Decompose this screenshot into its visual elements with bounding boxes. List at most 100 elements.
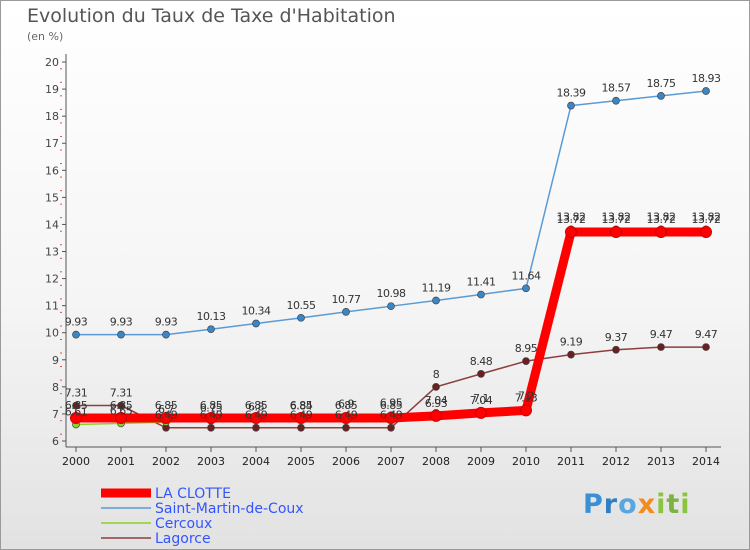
data-label: 9.93 <box>110 316 133 329</box>
data-point <box>430 409 442 422</box>
data-point <box>610 226 622 239</box>
data-point <box>250 411 262 424</box>
data-point <box>117 401 125 410</box>
x-tick-label: 2014 <box>692 455 720 468</box>
data-label: 13.82 <box>557 210 586 223</box>
logo-letter: t <box>666 489 681 520</box>
data-label: 6.7 <box>158 403 174 416</box>
logo-letter: P <box>583 489 604 520</box>
data-point <box>385 411 397 424</box>
data-point <box>72 401 80 410</box>
data-label: 6.85 <box>335 399 358 412</box>
data-label: 9.37 <box>605 331 628 344</box>
y-tick-label: 18 <box>45 110 59 123</box>
data-point <box>252 319 260 328</box>
x-tick-label: 2001 <box>107 455 135 468</box>
data-point <box>207 325 215 334</box>
data-label: 6.8 <box>248 400 264 413</box>
data-label: 6.65 <box>110 404 133 417</box>
legend-label: Lagorce <box>155 531 211 547</box>
data-label: 6.9 <box>338 398 354 411</box>
y-tick-label: 10 <box>45 327 59 340</box>
data-point <box>115 411 127 424</box>
data-label: 9.93 <box>155 316 178 329</box>
data-label: 6.49 <box>335 409 358 422</box>
data-point <box>657 343 665 351</box>
chart-subtitle: (en %) <box>27 30 64 43</box>
y-tick-label: 12 <box>45 273 59 286</box>
legend-label: Saint-Martin-de-Coux <box>155 501 304 517</box>
x-tick-label: 2003 <box>197 455 225 468</box>
data-label: 10.77 <box>332 293 361 306</box>
data-label: 7.1 <box>473 392 489 405</box>
data-point <box>475 406 487 419</box>
data-label: 8 <box>433 368 440 381</box>
data-label: 13.82 <box>692 210 721 223</box>
y-tick-label: 15 <box>45 191 59 204</box>
data-label: 8.48 <box>470 355 493 368</box>
data-point <box>387 302 395 311</box>
x-tick-label: 2000 <box>62 455 90 468</box>
data-label: 11.41 <box>467 276 496 289</box>
data-label: 10.55 <box>287 299 316 312</box>
y-tick-label: 17 <box>45 137 59 150</box>
y-tick-label: 13 <box>45 246 59 259</box>
data-label: 13.72 <box>602 213 631 226</box>
logo-letter: x <box>637 489 657 520</box>
data-label: 7.2 <box>518 390 534 403</box>
data-label: 9.93 <box>65 316 88 329</box>
data-label: 7.13 <box>515 391 538 404</box>
data-label: 9.47 <box>695 328 718 341</box>
data-label: 7.04 <box>470 394 493 407</box>
x-tick-label: 2010 <box>512 455 540 468</box>
logo-letter: r <box>603 489 619 520</box>
y-tick-label: 20 <box>45 56 59 69</box>
data-label: 9.19 <box>560 336 583 349</box>
data-point <box>522 357 530 365</box>
data-point <box>567 101 575 110</box>
data-point <box>432 383 440 391</box>
data-label: 10.98 <box>377 287 406 300</box>
data-label: 13.82 <box>647 210 676 223</box>
data-point <box>70 411 82 424</box>
data-point <box>477 370 485 378</box>
data-point <box>295 411 307 424</box>
x-tick-label: 2008 <box>422 455 450 468</box>
data-point <box>567 350 575 359</box>
data-label: 6.49 <box>155 409 178 422</box>
data-point <box>387 423 395 432</box>
data-point <box>522 284 530 293</box>
data-label: 6.75 <box>200 402 223 415</box>
data-label: 6.49 <box>380 409 403 422</box>
data-point <box>117 330 125 339</box>
data-label: 6.85 <box>380 399 403 412</box>
data-point <box>162 330 170 339</box>
y-tick-label: 8 <box>52 381 59 394</box>
data-label: 6.49 <box>290 409 313 422</box>
series-layer: 6.85 6.85 6.85 6.85 6.85 6.85 6.85 6.85 6.93 7.04… <box>65 72 721 432</box>
data-label: 13.72 <box>692 213 721 226</box>
logo-letter: i <box>656 489 667 520</box>
proxiti-logo: Proxiti <box>583 489 691 520</box>
data-label: 18.39 <box>557 87 586 100</box>
data-point <box>72 330 80 339</box>
data-point <box>700 226 712 239</box>
data-label: 6.85 <box>290 399 313 412</box>
x-tick-label: 2009 <box>467 455 495 468</box>
data-point <box>342 423 350 432</box>
data-label: 7.31 <box>65 387 88 400</box>
data-point <box>160 411 172 424</box>
data-label: 9.47 <box>650 328 673 341</box>
axes: 6 7 8 9 10 11 12 13 14 15 16 17 18 19 20 2000 2001 2002 20… <box>45 54 721 468</box>
data-label: 6.84 <box>290 399 313 412</box>
data-label: 18.93 <box>692 72 721 85</box>
x-tick-label: 2012 <box>602 455 630 468</box>
data-point <box>297 313 305 322</box>
data-point <box>432 296 440 305</box>
data-label: 6.85 <box>110 399 133 412</box>
data-point <box>612 96 620 105</box>
data-label: 6.85 <box>65 399 88 412</box>
data-point <box>207 423 215 432</box>
legend-label: LA CLOTTE <box>155 486 231 502</box>
y-tick-label: 19 <box>45 83 59 96</box>
